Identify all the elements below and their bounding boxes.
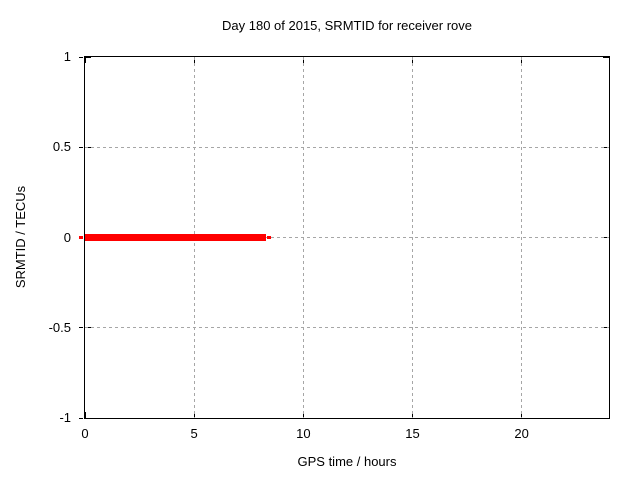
y-tick-left xyxy=(85,56,91,58)
x-tick-label: 20 xyxy=(514,426,529,441)
data-series-line xyxy=(85,234,267,241)
y-tick-outer xyxy=(79,327,83,329)
y-tick-outer xyxy=(79,417,83,419)
y-tick-label: 0 xyxy=(63,229,71,245)
y-tick-right xyxy=(603,417,609,419)
y-gridline xyxy=(85,146,609,148)
y-tick-label: 1 xyxy=(63,49,71,64)
x-tick-label: 10 xyxy=(296,426,311,441)
x-tick-label: 0 xyxy=(81,426,89,441)
x-tick-label: 5 xyxy=(190,426,198,441)
y-gridline xyxy=(85,327,609,329)
y-gridline xyxy=(85,237,609,238)
y-tick-label: -1 xyxy=(59,410,71,425)
plot-area xyxy=(79,56,610,419)
series-end-dash xyxy=(267,236,272,239)
y-tick-outer xyxy=(79,56,83,58)
x-tick-label: 15 xyxy=(405,426,420,441)
y-tick-left xyxy=(85,417,91,419)
y-tick-label: -0.5 xyxy=(48,319,71,335)
y-tick-right xyxy=(603,56,609,58)
y-tick-outer xyxy=(79,146,83,148)
chart-title: Day 180 of 2015, SRMTID for receiver rov… xyxy=(222,18,472,33)
x-axis-title: GPS time / hours xyxy=(297,454,397,469)
y-tick-outer xyxy=(79,236,83,239)
x-tick-top xyxy=(84,57,86,63)
x-tick-bottom xyxy=(84,412,86,418)
y-tick-label: 0.5 xyxy=(52,139,71,155)
